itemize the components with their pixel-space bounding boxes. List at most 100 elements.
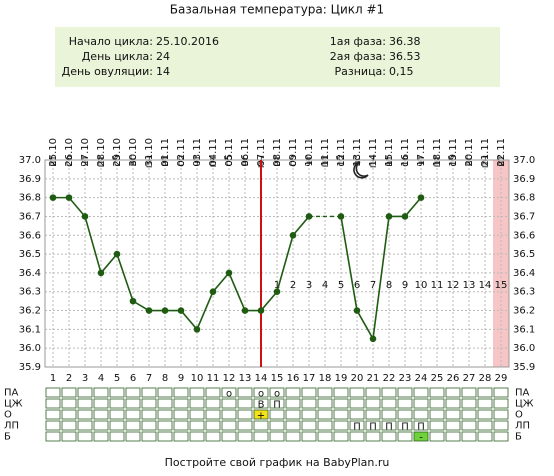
x-tick-label: 15 — [271, 373, 284, 384]
symptom-cell — [413, 398, 429, 409]
luteal-day-label: 9 — [402, 280, 408, 291]
luteal-day-label: 1 — [274, 280, 280, 291]
symptom-mark: П — [417, 422, 425, 433]
y-tick-label: 36.1 — [513, 324, 535, 335]
symptom-cell — [77, 420, 93, 431]
symptom-cell — [205, 409, 221, 420]
symptom-cell — [253, 387, 269, 398]
info-label: День цикла: — [82, 50, 153, 63]
date-label: 31.10 — [144, 138, 155, 167]
symptom-cell — [285, 420, 301, 431]
temperature-point — [129, 297, 137, 305]
symptom-cell — [205, 420, 221, 431]
date-label: 19.11 — [448, 138, 459, 167]
symptom-cell — [109, 409, 125, 420]
weekday-label: вс — [352, 155, 363, 166]
symptom-mark: П — [273, 400, 281, 411]
y-tick-label: 37.0 — [513, 155, 535, 166]
symptom-mark: - — [419, 433, 423, 444]
symptom-cell — [237, 431, 253, 442]
symptom-cell — [429, 420, 445, 431]
symptom-cell — [157, 387, 173, 398]
temperature-point — [225, 269, 233, 277]
date-label: 26.10 — [64, 138, 75, 167]
y-tick-label: 36.3 — [513, 287, 535, 298]
date-label: 09.11 — [288, 138, 299, 167]
symptom-cell — [157, 431, 173, 442]
symptom-cell — [77, 409, 93, 420]
symptom-cell — [285, 398, 301, 409]
luteal-day-label: 4 — [322, 280, 328, 291]
x-tick-label: 19 — [335, 373, 348, 384]
y-tick-label: 36.3 — [19, 287, 41, 298]
symptom-cell — [285, 387, 301, 398]
symptom-cell — [77, 398, 93, 409]
symptom-cell — [381, 409, 397, 420]
symptom-cell — [141, 420, 157, 431]
symptom-cell — [285, 409, 301, 420]
row-label: Б — [4, 432, 11, 443]
symptom-cell — [317, 409, 333, 420]
symptom-cell — [445, 409, 461, 420]
info-value: 0,15 — [389, 65, 414, 78]
symptom-cell — [349, 398, 365, 409]
date-label: 20.11 — [464, 138, 475, 167]
temperature-point — [145, 307, 153, 314]
chart-title: Базальная температура: Цикл #1 — [170, 3, 384, 17]
weekday-label: пт — [432, 155, 443, 168]
symptom-cell — [141, 431, 157, 442]
symptom-cell — [189, 420, 205, 431]
symptom-cell — [93, 431, 109, 442]
symptom-cell — [45, 409, 61, 420]
info-value: 25.10.2016 — [156, 35, 219, 48]
weekday-label: сб — [336, 155, 347, 167]
symptom-cell — [189, 398, 205, 409]
temperature-point — [353, 307, 361, 314]
symptom-cell — [461, 431, 477, 442]
symptom-cell — [493, 409, 509, 420]
weekday-label: вт — [160, 155, 171, 167]
y-tick-label: 35.9 — [19, 362, 41, 373]
temperature-point — [241, 307, 249, 314]
symptom-cell — [413, 387, 429, 398]
symptom-cell — [269, 398, 285, 409]
symptom-cell — [205, 387, 221, 398]
x-tick-label: 18 — [319, 373, 332, 384]
y-tick-label: 36.7 — [513, 211, 535, 222]
symptom-cell — [253, 431, 269, 442]
temperature-point — [161, 307, 169, 314]
date-label: 07.11 — [256, 138, 267, 167]
date-label: 14.11 — [368, 138, 379, 167]
symptom-cell — [173, 387, 189, 398]
row-label: ЛП — [515, 421, 530, 432]
x-tick-label: 20 — [351, 373, 364, 384]
symptom-cell — [477, 387, 493, 398]
symptom-cell — [333, 387, 349, 398]
y-tick-label: 36.5 — [19, 249, 41, 260]
weekday-label: сб — [448, 155, 459, 167]
x-tick-label: 2 — [66, 373, 72, 384]
symptom-cell — [45, 420, 61, 431]
footer: Постройте свой график на BabyPlan.ru — [165, 456, 390, 469]
y-tick-label: 36.9 — [513, 174, 535, 185]
symptom-cell — [109, 431, 125, 442]
symptom-cell — [93, 398, 109, 409]
symptom-mark: П — [369, 422, 377, 433]
info-value: 14 — [156, 65, 170, 78]
symptom-mark: о — [274, 389, 280, 400]
y-tick-label: 36.0 — [19, 343, 41, 354]
weekday-label: ср — [64, 155, 75, 167]
symptom-cell — [45, 398, 61, 409]
date-label: 03.11 — [192, 138, 203, 167]
symptom-cell — [253, 420, 269, 431]
x-tick-label: 6 — [130, 373, 136, 384]
symptom-cell — [269, 409, 285, 420]
x-tick-label: 13 — [239, 373, 252, 384]
y-tick-label: 36.0 — [513, 343, 535, 354]
symptom-cell — [173, 431, 189, 442]
symptom-cell — [461, 420, 477, 431]
temperature-line — [340, 197, 422, 342]
x-tick-label: 16 — [287, 373, 300, 384]
x-tick-label: 24 — [415, 373, 428, 384]
